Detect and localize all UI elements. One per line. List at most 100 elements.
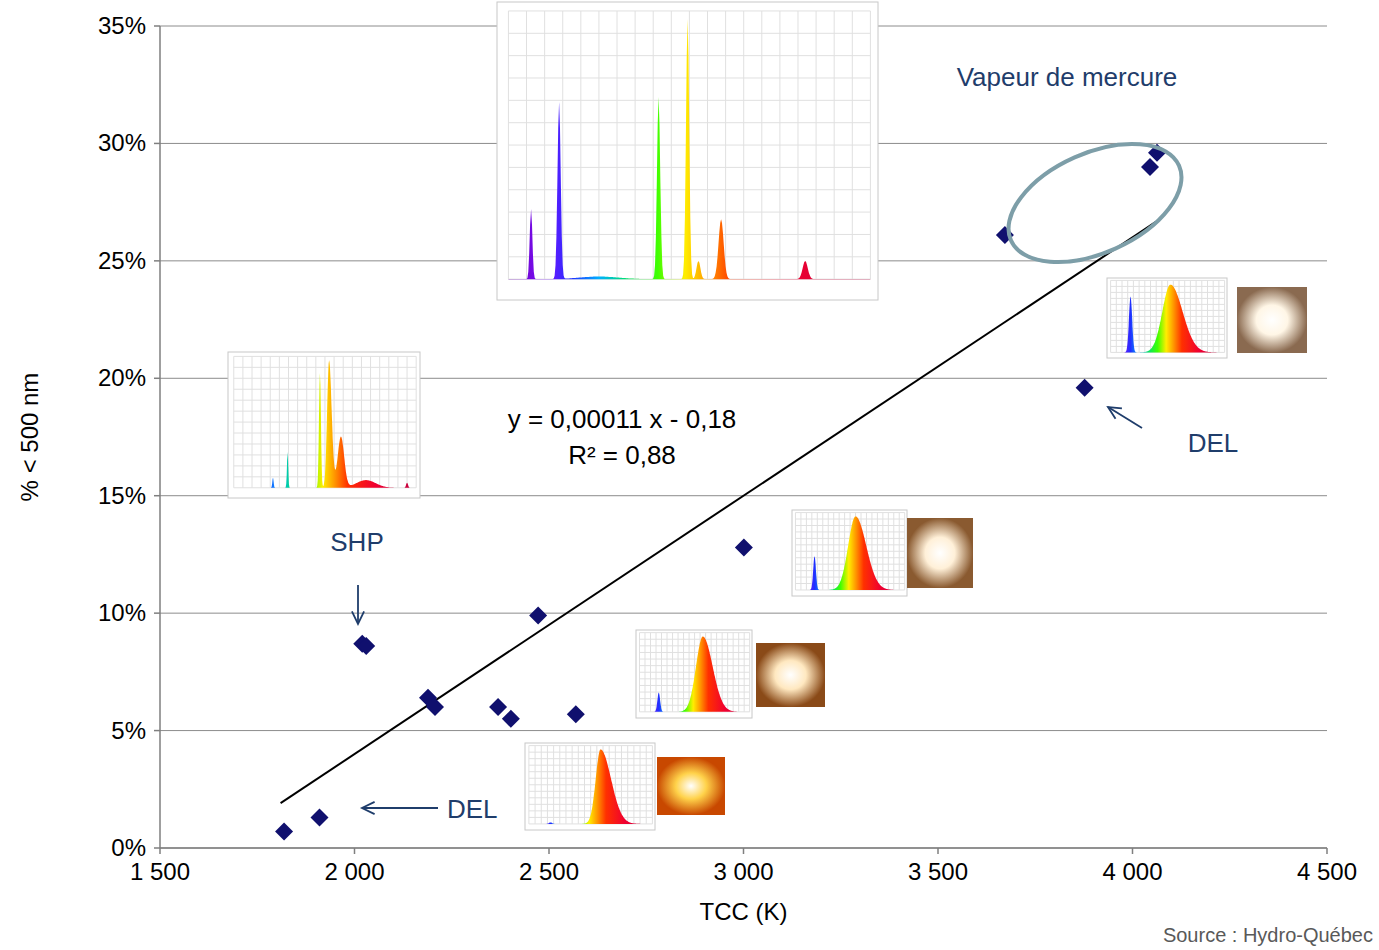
inset-grid	[529, 784, 653, 785]
y-tick-label: 5%	[111, 717, 146, 744]
y-axis-title: % < 500 nm	[16, 373, 43, 502]
inset-frame	[228, 352, 420, 498]
inset-grid	[529, 810, 653, 811]
x-tick	[1326, 848, 1328, 854]
inset-grid	[508, 122, 870, 123]
r-squared: R² = 0,88	[568, 440, 676, 470]
inset-frame	[792, 510, 907, 596]
inset-grid	[234, 400, 416, 401]
spectrum-inset	[636, 630, 752, 718]
arrow-head	[352, 611, 364, 624]
inset-grid	[234, 378, 416, 379]
y-tick	[154, 612, 160, 614]
x-axis-title: TCC (K)	[700, 898, 788, 925]
photo	[1237, 287, 1307, 353]
x-tick	[354, 848, 356, 854]
y-tick-label: 0%	[111, 834, 146, 861]
inset-frame	[636, 630, 752, 718]
inset-grid	[234, 454, 416, 455]
inset-grid	[234, 443, 416, 444]
equation: y = 0,00011 x - 0,18	[508, 404, 737, 434]
inset-grid	[639, 639, 749, 640]
data-point	[310, 808, 328, 826]
inset-grid	[234, 465, 416, 466]
lamp-photo	[657, 757, 725, 815]
trendline	[281, 222, 1156, 803]
spectrum-inset	[497, 2, 878, 300]
inset-grid	[1111, 286, 1225, 287]
inset-grid	[795, 519, 904, 520]
inset-grid	[234, 422, 416, 423]
y-axis	[159, 26, 161, 848]
lamp-photo	[1237, 287, 1307, 353]
led-label: DEL	[447, 794, 498, 824]
inset-grid	[529, 765, 653, 766]
x-tick-label: 2 500	[519, 858, 579, 885]
y-tick	[154, 495, 160, 497]
source: Source : Hydro-Québec	[1163, 924, 1373, 946]
x-tick-label: 3 000	[713, 858, 773, 885]
inset-grid	[529, 778, 653, 779]
inset-grid	[795, 531, 904, 532]
inset-grid	[795, 525, 904, 526]
inset-grid	[1111, 280, 1225, 281]
grid-line	[160, 613, 1327, 614]
inset-grid	[508, 77, 870, 78]
x-tick-label: 4 500	[1297, 858, 1357, 885]
inset-grid	[234, 356, 416, 357]
y-tick-label: 15%	[98, 482, 146, 509]
inset-grid	[639, 659, 749, 660]
arrow-shaft	[1108, 407, 1142, 428]
mercury-label: Vapeur de mercure	[957, 62, 1178, 92]
spectrum-curve	[639, 637, 749, 712]
mercury-ellipse	[991, 120, 1200, 286]
inset-grid	[639, 645, 749, 646]
inset-grid	[234, 433, 416, 434]
photo	[756, 643, 825, 707]
inset-grid	[529, 752, 653, 753]
arrow-head	[1108, 407, 1122, 419]
shp-label: SHP	[330, 527, 383, 557]
data-point	[275, 823, 293, 841]
photo	[657, 757, 725, 815]
y-tick-label: 25%	[98, 247, 146, 274]
annotations: y = 0,00011 x - 0,18 R² = 0,88 Vapeur de m…	[330, 62, 1373, 946]
axes: 1 5002 0002 5003 0003 5004 0004 5000%5%1…	[98, 12, 1357, 885]
inset-grid	[639, 672, 749, 673]
arrow-head	[362, 802, 375, 814]
inset-grid	[795, 512, 904, 513]
plot-data	[275, 144, 1166, 841]
x-tick	[743, 848, 745, 854]
spectrum-curve	[508, 19, 870, 279]
inset-grid	[529, 804, 653, 805]
inset-grid	[529, 797, 653, 798]
inset-grid	[234, 411, 416, 412]
spectrum-curve	[234, 360, 416, 488]
y-tick	[154, 847, 160, 849]
y-tick-label: 30%	[98, 129, 146, 156]
spectrum-curve	[529, 750, 653, 824]
arrow	[352, 585, 364, 624]
inset-grid	[508, 10, 870, 11]
photo	[907, 518, 973, 588]
inset-grid	[639, 665, 749, 666]
y-tick	[154, 730, 160, 732]
arrow-shaft	[362, 807, 438, 809]
x-tick-label: 1 500	[130, 858, 190, 885]
inset-frame	[525, 743, 655, 830]
inset-grid	[529, 791, 653, 792]
data-point	[735, 538, 753, 556]
x-tick-label: 2 000	[324, 858, 384, 885]
inset-grid	[508, 100, 870, 101]
data-point	[567, 705, 585, 723]
spectrum-inset	[228, 352, 420, 498]
data-point	[357, 637, 375, 655]
inset-grid	[639, 632, 749, 633]
data-point	[489, 698, 507, 716]
arrow-shaft	[357, 585, 359, 624]
led-label: DEL	[1188, 428, 1239, 458]
data-point	[502, 710, 520, 728]
inset-grid	[529, 745, 653, 746]
spectrum-curve	[1111, 285, 1225, 353]
data-point	[426, 698, 444, 716]
